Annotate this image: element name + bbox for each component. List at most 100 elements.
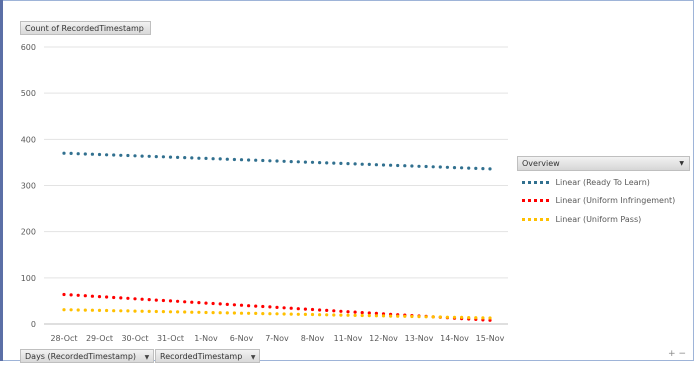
x-tick-label: 28-Oct bbox=[50, 334, 77, 343]
trend-point bbox=[225, 157, 229, 161]
trend-point bbox=[62, 308, 66, 312]
legend-item-uniform-pass[interactable]: Linear (Uniform Pass) bbox=[522, 215, 641, 224]
trend-point bbox=[275, 312, 279, 316]
trend-point bbox=[360, 311, 364, 315]
trend-point bbox=[467, 316, 471, 320]
y-tick-label: 500 bbox=[21, 89, 36, 98]
trend-point bbox=[474, 316, 478, 320]
trend-point bbox=[232, 311, 236, 315]
legend-item-uniform-infringement[interactable]: Linear (Uniform Infringement) bbox=[522, 196, 675, 205]
legend-swatch bbox=[522, 199, 550, 202]
trend-point bbox=[325, 161, 329, 165]
trend-point bbox=[353, 313, 357, 317]
trend-point bbox=[452, 166, 457, 170]
trend-point bbox=[346, 310, 350, 314]
trend-point bbox=[161, 298, 165, 303]
trend-point bbox=[310, 160, 315, 164]
y-tick-label: 0 bbox=[31, 320, 36, 329]
trend-point bbox=[112, 295, 116, 300]
trend-point bbox=[289, 306, 293, 310]
trend-point bbox=[445, 165, 449, 169]
trend-point bbox=[346, 162, 350, 166]
trend-point bbox=[438, 165, 442, 169]
trend-point bbox=[218, 157, 222, 161]
trend-point bbox=[460, 315, 464, 319]
trend-point bbox=[97, 152, 102, 157]
x-tick-label: 12-Nov bbox=[369, 334, 398, 343]
trend-point bbox=[183, 300, 187, 304]
y-tick-label: 100 bbox=[21, 274, 36, 283]
expand-collapse-buttons: + − bbox=[668, 349, 686, 359]
trend-point bbox=[168, 310, 173, 314]
trend-point bbox=[247, 311, 251, 315]
trend-point bbox=[211, 301, 215, 306]
trend-point bbox=[154, 155, 158, 159]
trend-point bbox=[69, 308, 73, 312]
trend-point bbox=[438, 315, 442, 319]
trend-point bbox=[332, 161, 336, 165]
trend-point bbox=[90, 308, 94, 312]
trend-point bbox=[76, 152, 80, 156]
trend-point bbox=[318, 161, 322, 165]
x-tick-label: 1-Nov bbox=[194, 334, 218, 343]
trend-point bbox=[310, 312, 315, 317]
trend-point bbox=[83, 308, 87, 312]
x-axis: 28-Oct 29-Oct 30-Oct 31-Oct 1-Nov 6-Nov 7-Nov 8… bbox=[50, 334, 504, 343]
trend-point bbox=[76, 293, 80, 297]
trend-point bbox=[424, 315, 428, 319]
trend-point bbox=[318, 313, 322, 317]
trend-point bbox=[190, 310, 194, 314]
trend-point bbox=[374, 314, 378, 318]
trend-point bbox=[431, 165, 435, 169]
trend-point bbox=[310, 307, 315, 312]
trend-point bbox=[69, 293, 73, 297]
trend-point bbox=[353, 162, 357, 166]
trend-point bbox=[211, 311, 215, 315]
y-tick-label: 600 bbox=[21, 43, 36, 52]
trend-point bbox=[211, 157, 215, 161]
trend-point bbox=[488, 167, 492, 171]
trend-point bbox=[83, 294, 87, 298]
value-field-button[interactable]: Count of RecordedTimestamp bbox=[20, 21, 151, 35]
trend-point bbox=[133, 154, 137, 158]
trend-point bbox=[410, 164, 414, 168]
trend-point bbox=[303, 312, 307, 316]
value-field-label: Count of RecordedTimestamp bbox=[25, 24, 144, 33]
trend-point bbox=[204, 301, 208, 305]
trend-point bbox=[332, 313, 336, 317]
trend-point bbox=[119, 309, 123, 313]
trend-point bbox=[325, 313, 329, 317]
legend-dropdown-icon[interactable]: ▼ bbox=[679, 160, 684, 167]
legend-label: Linear (Uniform Pass) bbox=[555, 215, 642, 224]
trend-point bbox=[460, 166, 464, 170]
trend-point bbox=[147, 298, 151, 302]
legend-label: Linear (Ready To Learn) bbox=[555, 178, 650, 187]
trend-point bbox=[360, 313, 364, 318]
row-field-timestamp-label: RecordedTimestamp bbox=[160, 352, 243, 361]
legend-swatch bbox=[522, 181, 550, 184]
trend-point bbox=[296, 160, 300, 164]
x-tick-label: 11-Nov bbox=[334, 334, 363, 343]
x-tick-label: 29-Oct bbox=[86, 334, 113, 343]
trend-point bbox=[431, 315, 435, 319]
trend-point bbox=[147, 154, 151, 158]
trend-point bbox=[467, 166, 471, 170]
trend-point bbox=[62, 151, 66, 155]
legend-item-ready-to-learn[interactable]: Linear (Ready To Learn) bbox=[522, 178, 650, 187]
trend-point bbox=[381, 314, 386, 318]
trend-point bbox=[445, 315, 449, 319]
trend-point bbox=[176, 299, 180, 303]
x-tick-label: 31-Oct bbox=[157, 334, 184, 343]
trend-point bbox=[268, 312, 272, 316]
collapse-button[interactable]: − bbox=[678, 349, 686, 359]
window-edge bbox=[0, 0, 3, 361]
trend-point bbox=[126, 153, 130, 158]
row-field-days-label: Days (RecordedTimestamp) bbox=[25, 352, 137, 361]
expand-button[interactable]: + bbox=[668, 349, 676, 359]
trend-point bbox=[417, 164, 421, 168]
trend-point bbox=[339, 309, 343, 313]
trend-point bbox=[289, 312, 293, 316]
trend-point bbox=[318, 308, 322, 312]
trend-point bbox=[119, 153, 123, 157]
legend-header[interactable]: Overview ▼ bbox=[517, 156, 690, 171]
